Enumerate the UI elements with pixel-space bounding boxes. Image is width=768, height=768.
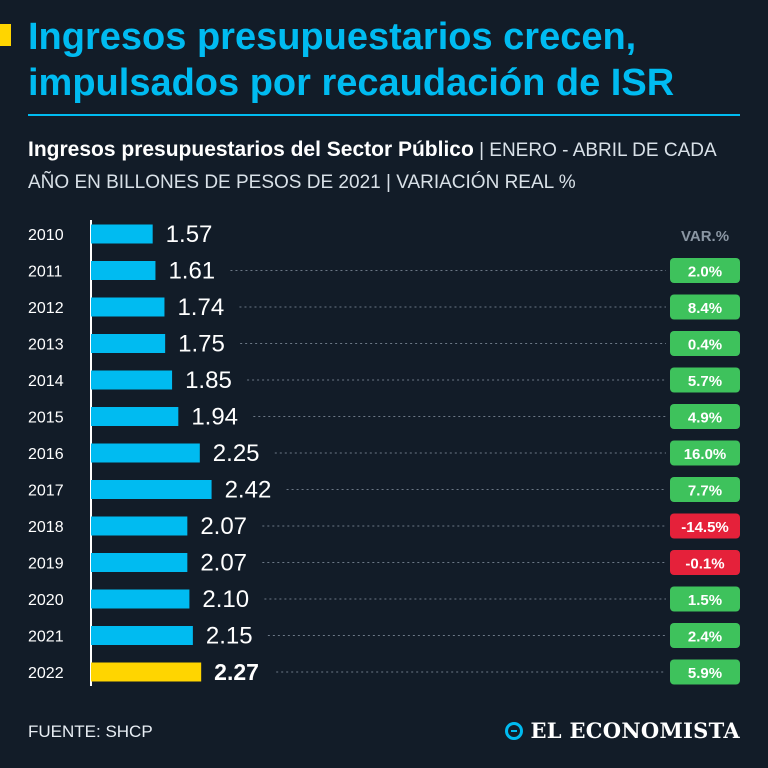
bar — [91, 662, 202, 682]
variation-label: 5.9% — [688, 665, 722, 682]
bar — [91, 261, 156, 280]
bar — [91, 480, 212, 499]
chart-subtitle: Ingresos presupuestarios del Sector Públ… — [28, 134, 740, 199]
bar — [91, 553, 188, 572]
value-label: 2.10 — [202, 586, 249, 613]
variation-badge — [670, 623, 740, 648]
variation-label: -0.1% — [685, 556, 724, 573]
variation-label: 16.0% — [684, 446, 727, 463]
bar — [91, 407, 179, 426]
variation-label: 0.4% — [688, 337, 722, 354]
brand-name: EL ECONOMISTA — [530, 718, 740, 743]
value-label: 2.27 — [214, 659, 259, 685]
year-label: 2019 — [28, 556, 64, 573]
variation-label: 7.7% — [688, 483, 722, 500]
variation-badge — [670, 440, 740, 466]
variation-badge — [670, 513, 740, 539]
year-label: 2022 — [28, 665, 64, 682]
year-label: 2014 — [28, 373, 64, 390]
variation-badge — [670, 331, 740, 356]
value-label: 1.94 — [191, 404, 238, 431]
variation-badge — [670, 367, 740, 393]
value-label: 1.85 — [185, 367, 232, 394]
value-label: 2.25 — [213, 440, 260, 467]
bar — [91, 589, 190, 609]
year-label: 2020 — [28, 592, 64, 609]
year-label: 2013 — [28, 337, 64, 354]
variation-badge — [670, 550, 740, 575]
bar — [91, 297, 165, 317]
value-label: 2.15 — [206, 623, 253, 650]
year-label: 2011 — [28, 264, 63, 281]
variation-badge — [670, 586, 740, 612]
bar — [91, 370, 173, 390]
variation-header: VAR.% — [681, 228, 729, 245]
headline: Ingresos presupuestarios crecen, impulsa… — [28, 14, 748, 106]
value-label: 1.74 — [177, 294, 224, 321]
headline-line-2: impulsados por recaudación de ISR — [28, 62, 675, 104]
variation-label: 2.0% — [688, 264, 722, 281]
value-label: 2.07 — [200, 550, 247, 577]
bar — [91, 334, 166, 353]
variation-badge — [670, 659, 740, 685]
variation-badge — [670, 404, 740, 429]
bar — [91, 626, 193, 645]
brand-logo: EL ECONOMISTA — [504, 718, 741, 743]
subtitle-bold: Ingresos presupuestarios del Sector Públ… — [28, 138, 474, 161]
year-label: 2017 — [28, 483, 64, 500]
variation-label: 5.7% — [688, 373, 722, 390]
year-label: 2021 — [28, 629, 64, 646]
subtitle-rest: | ENERO - ABRIL DE CADA AÑO EN BILLONES … — [28, 140, 716, 193]
year-label: 2010 — [28, 227, 64, 244]
accent-bar — [0, 24, 11, 46]
year-label: 2015 — [28, 410, 64, 427]
title-rule — [28, 114, 740, 116]
variation-label: 2.4% — [688, 629, 722, 646]
year-label: 2018 — [28, 519, 64, 536]
variation-badge — [670, 477, 740, 502]
brand-icon — [504, 721, 523, 740]
bar — [91, 224, 153, 244]
bar — [91, 516, 188, 536]
variation-label: 4.9% — [688, 410, 722, 427]
value-label: 1.61 — [168, 258, 215, 285]
value-label: 1.57 — [166, 221, 213, 248]
year-label: 2016 — [28, 446, 64, 463]
variation-badge — [670, 258, 740, 283]
variation-label: 8.4% — [688, 300, 722, 317]
headline-line-1: Ingresos presupuestarios crecen, — [28, 16, 637, 58]
variation-label: 1.5% — [688, 592, 722, 609]
value-label: 2.42 — [225, 477, 272, 504]
variation-label: -14.5% — [681, 519, 729, 536]
value-label: 2.07 — [200, 513, 247, 540]
value-label: 1.75 — [178, 331, 225, 358]
year-label: 2012 — [28, 300, 64, 317]
variation-badge — [670, 294, 740, 320]
bar — [91, 443, 200, 463]
source-note: FUENTE: SHCP — [28, 722, 153, 741]
